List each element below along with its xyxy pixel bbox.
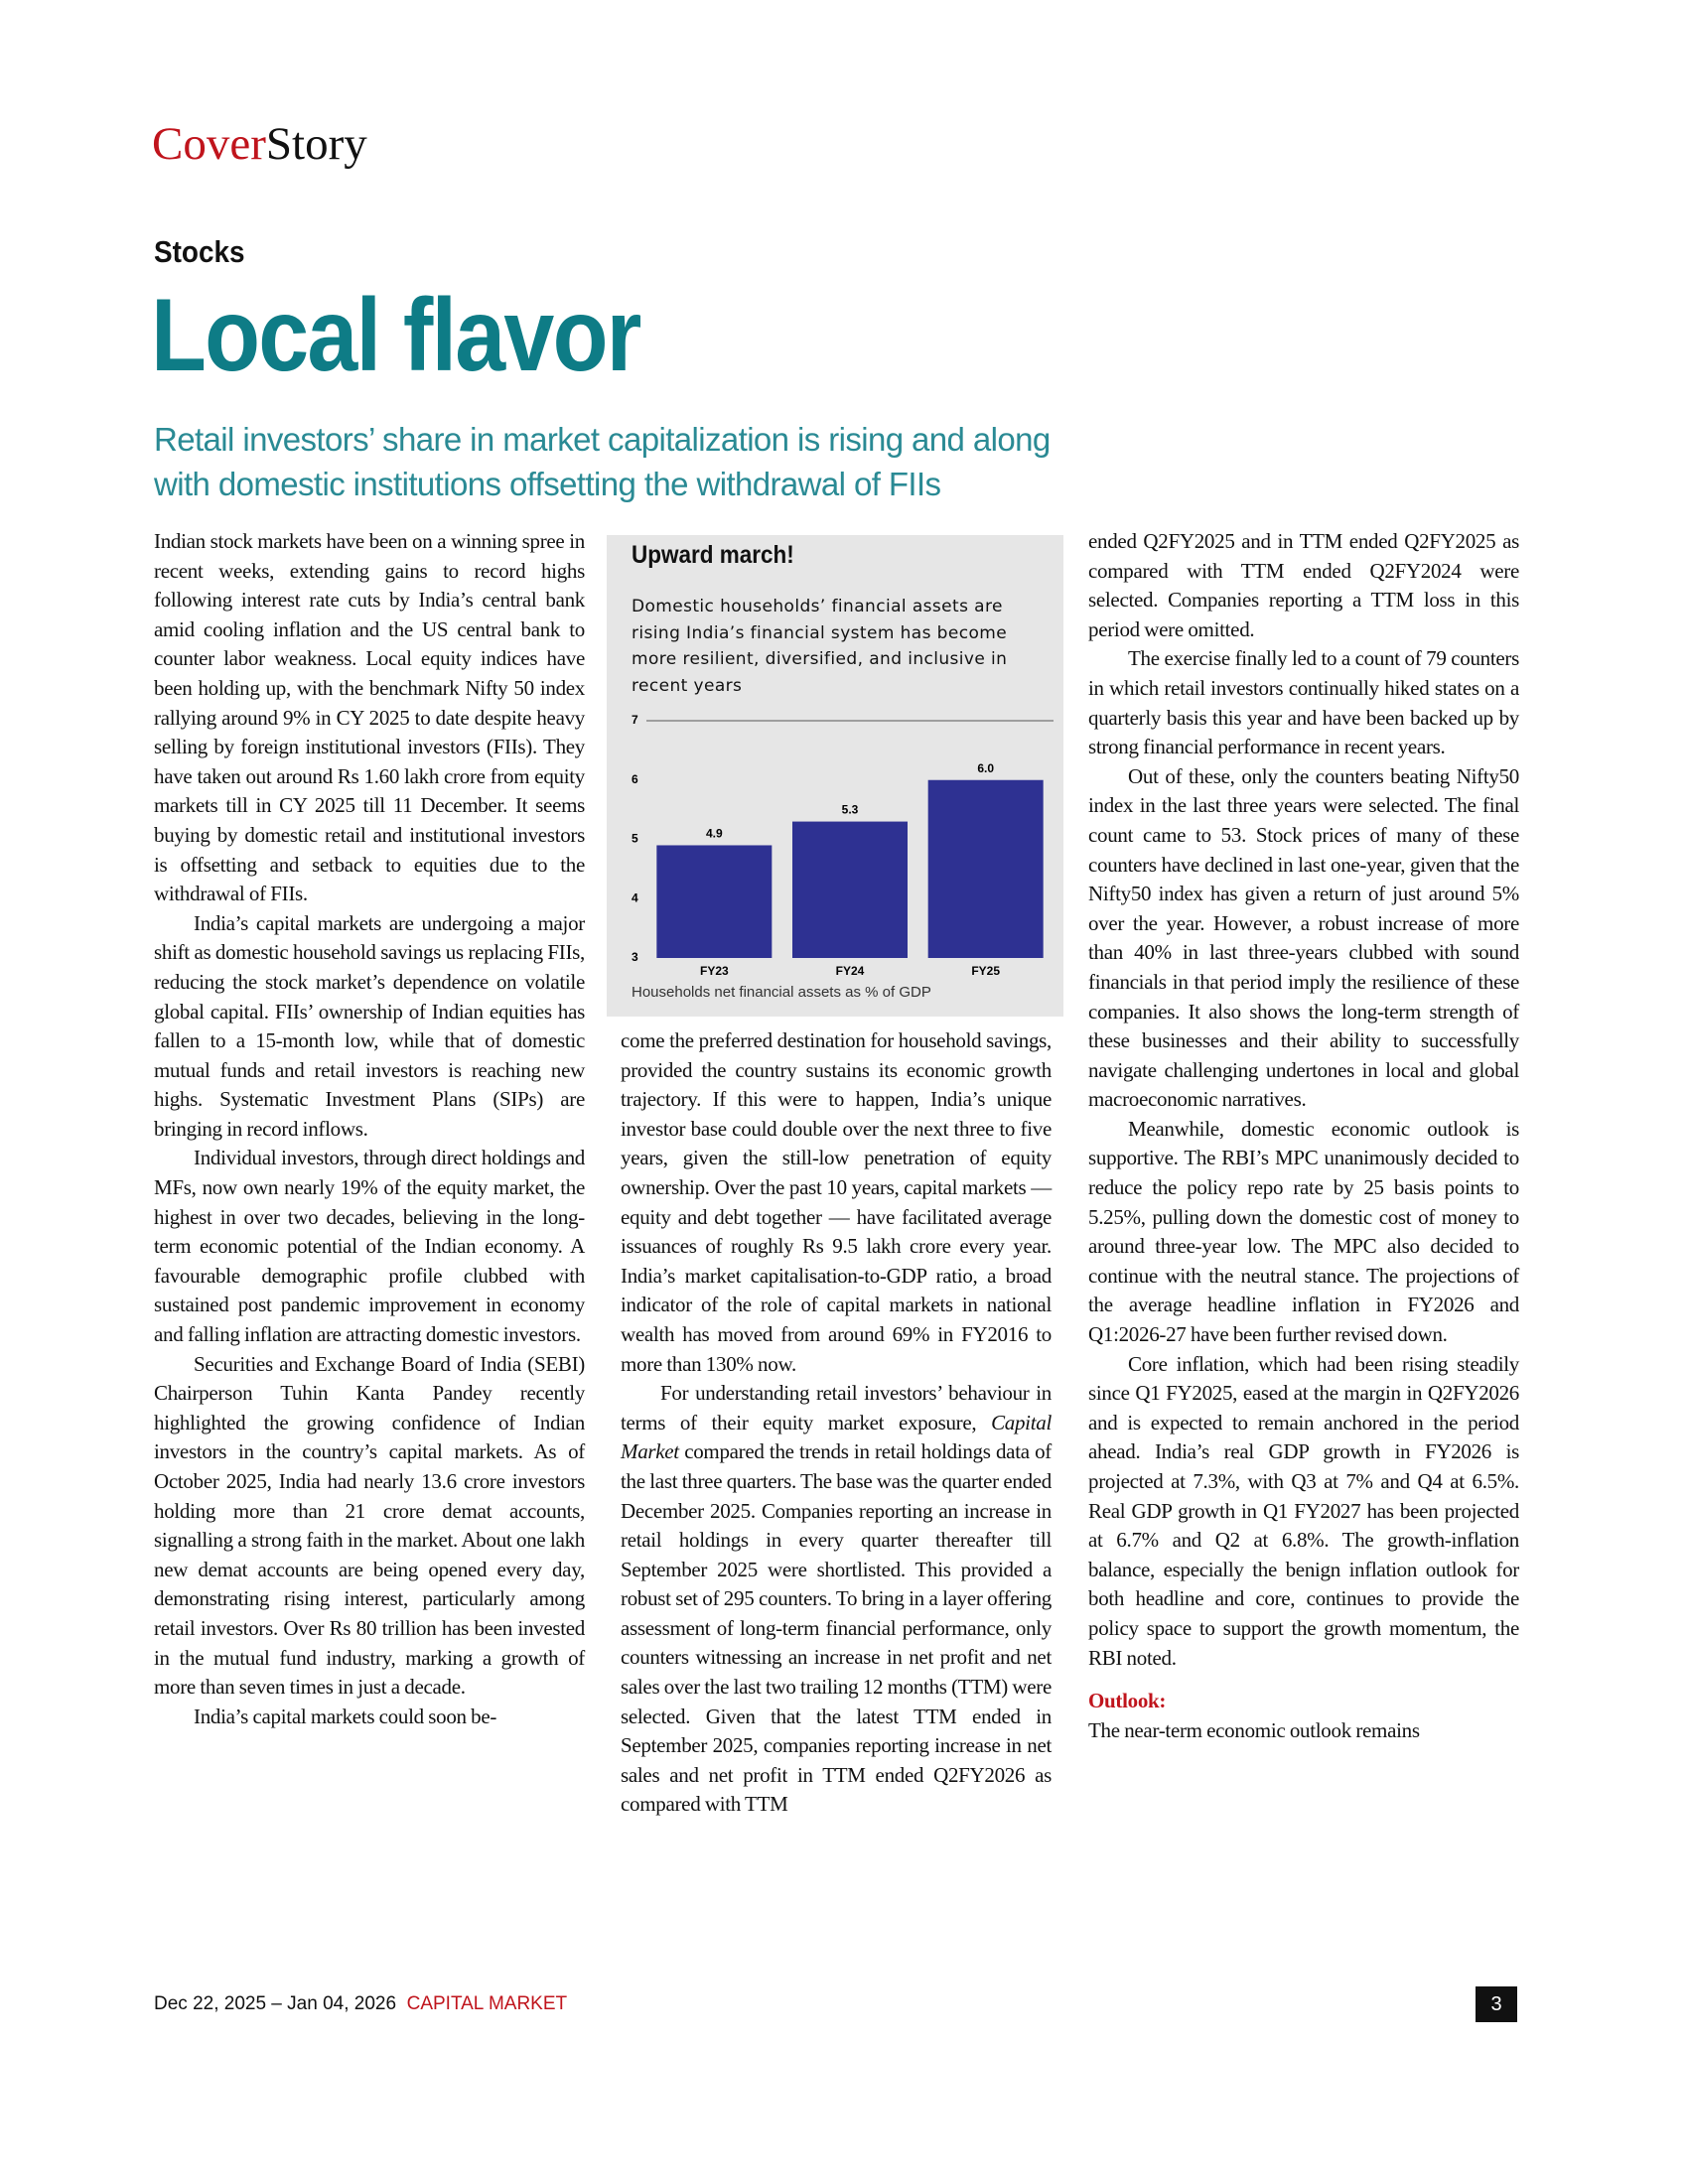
- chart: 3 4 5 6 7 FY23 4.9 FY24 5.3 FY25 6.0 Households net…: [632, 713, 1054, 1001]
- subheading: Outlook:: [1088, 1689, 1167, 1713]
- y-tick-label: 4: [632, 890, 638, 904]
- section-label: CoverStory: [152, 117, 367, 171]
- paragraph: Meanwhile, domestic economic outlook is …: [1088, 1116, 1519, 1347]
- bar: [792, 821, 908, 958]
- paragraph: The exercise finally led to a count of 7…: [1088, 646, 1519, 759]
- chart-subtitle: Domestic households’ financial assets ar…: [632, 597, 1008, 696]
- x-tick-label: FY24: [836, 964, 865, 978]
- headline: Local flavor: [151, 278, 641, 393]
- value-label: 6.0: [977, 761, 994, 775]
- paragraph: come the preferred destination for house…: [621, 1028, 1052, 1376]
- paragraph: India’s capital markets could soon be-: [194, 1704, 497, 1728]
- y-tick-label: 3: [632, 950, 638, 964]
- column: Indian stock markets have been on a winn…: [154, 527, 585, 1731]
- publication: CAPITAL MARKET: [406, 1993, 568, 2014]
- x-tick-label: FY23: [700, 964, 729, 978]
- bar: [927, 779, 1044, 958]
- text: For understanding retail investors’ beha…: [621, 1381, 1052, 1434]
- bar: [656, 845, 773, 958]
- section-b: Story: [265, 118, 367, 170]
- value-label: 5.3: [842, 803, 859, 817]
- paragraph: The near-term economic outlook remains: [1088, 1717, 1420, 1742]
- text: compared the trends in retail holdings d…: [621, 1439, 1052, 1817]
- page-number: 3: [1476, 1986, 1517, 2022]
- publication-name: Capital Market: [621, 1410, 1052, 1464]
- paragraph: India’s capital markets are undergoing a…: [154, 910, 585, 1141]
- paragraph: Indian stock markets have been on a winn…: [154, 529, 585, 906]
- column: ended Q2FY2025 and in TTM ended Q2FY2025…: [1088, 527, 1519, 1745]
- column: come the preferred destination for house…: [621, 1026, 1052, 1820]
- kicker: Stocks: [154, 234, 245, 269]
- y-tick-label: 7: [632, 713, 638, 727]
- value-label: 4.9: [706, 827, 723, 841]
- y-tick-label: 5: [632, 832, 638, 846]
- deck: Retail investors’ share in market capita…: [154, 421, 1051, 502]
- section-a: Cover: [152, 118, 266, 170]
- chart-title: Upward march!: [632, 541, 794, 569]
- y-tick-label: 6: [632, 772, 638, 786]
- paragraph: Individual investors, through direct hol…: [154, 1146, 585, 1347]
- x-tick-label: FY25: [971, 964, 1000, 978]
- paragraph: Core inflation, which had been rising st…: [1088, 1351, 1519, 1670]
- paragraph: Securities and Exchange Board of India (…: [154, 1351, 585, 1700]
- paragraph: ended Q2FY2025 and in TTM ended Q2FY2025…: [1088, 529, 1519, 641]
- footer: Dec 22, 2025 – Jan 04, 2026 CAPITAL MARK…: [154, 1993, 567, 2015]
- paragraph: For understanding retail investors’ beha…: [621, 1379, 1052, 1820]
- chart-note: Households net financial assets as % of …: [632, 984, 931, 1001]
- paragraph: Out of these, only the counters beating …: [1088, 763, 1519, 1112]
- chart-box: Upward march! Domestic households’ finan…: [607, 535, 1063, 1017]
- issue-date: Dec 22, 2025 – Jan 04, 2026: [154, 1993, 397, 2014]
